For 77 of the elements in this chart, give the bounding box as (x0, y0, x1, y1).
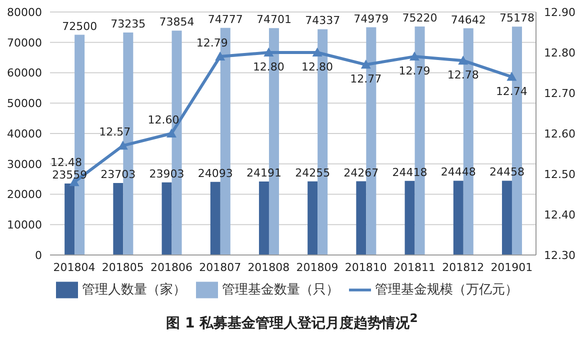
data-label: 24093 (198, 166, 233, 180)
y-tick-label: 80000 (7, 6, 42, 19)
x-tick-label: 201804 (53, 260, 96, 274)
legend-label: 管理人数量（家） (82, 282, 186, 298)
y-tick-label: 20000 (7, 188, 42, 202)
point (166, 128, 176, 138)
bar (210, 182, 220, 255)
bar (404, 180, 415, 255)
y-tick-label: 60000 (7, 66, 42, 80)
y2-tick-label: 12.30 (544, 248, 576, 262)
bar (64, 183, 75, 255)
y-tick-label: 70000 (7, 36, 42, 50)
point (312, 48, 322, 56)
bar (258, 182, 269, 255)
data-label: 74642 (450, 13, 486, 26)
x-tick-label: 201806 (150, 260, 192, 274)
data-label: 12.79 (196, 36, 228, 50)
point (410, 52, 420, 61)
bar (453, 180, 464, 255)
x-tick-label: 201812 (442, 260, 484, 274)
data-label: 24267 (344, 166, 379, 180)
y-tick-label: 10000 (7, 218, 42, 232)
x-tick-label: 201805 (102, 260, 144, 274)
data-label: 73235 (110, 18, 146, 31)
data-label: 12.48 (50, 156, 82, 170)
x-tick-label: 201807 (199, 260, 242, 274)
data-label: 74979 (354, 12, 389, 26)
y2-tick-label: 12.60 (544, 127, 576, 140)
data-label: 12.77 (350, 72, 382, 86)
bar (502, 180, 512, 255)
legend-label: 管理基金规模（万亿元） (375, 282, 518, 298)
bar (113, 183, 124, 255)
data-label: 74777 (208, 12, 243, 26)
data-label: 24191 (246, 166, 282, 180)
bar (308, 181, 318, 255)
data-label: 23903 (149, 167, 184, 180)
data-label: 12.80 (302, 60, 334, 74)
legend-label: 管理基金数量（只） (222, 282, 339, 298)
x-tick-label: 201810 (344, 260, 387, 274)
point (458, 56, 468, 65)
point (506, 72, 517, 81)
data-label: 24458 (489, 166, 524, 179)
data-label: 12.79 (398, 64, 430, 78)
bar (162, 182, 172, 255)
y-tick-label: 0 (35, 248, 42, 262)
data-label: 12.78 (447, 68, 479, 82)
data-label: 74701 (256, 13, 292, 26)
y-tick-label: 40000 (7, 127, 42, 140)
y2-tick-label: 12.80 (544, 46, 576, 60)
data-label: 75178 (499, 12, 534, 25)
data-label: 24448 (440, 166, 476, 179)
bar (356, 181, 366, 255)
text: 图 1 私募基金管理人登记月度趋势情况$^{2}$ (165, 311, 419, 333)
data-label: 74337 (305, 14, 340, 28)
y2-tick-label: 12.90 (544, 6, 576, 19)
data-label: 75220 (402, 12, 438, 25)
data-label: 73854 (159, 16, 194, 29)
data-label: 72500 (62, 20, 98, 33)
point (215, 52, 226, 61)
y-tick-label: 50000 (7, 97, 42, 110)
y2-tick-label: 12.40 (544, 208, 576, 222)
data-label: 24418 (392, 166, 428, 179)
data-label: 23703 (100, 168, 136, 181)
data-label: 12.74 (496, 84, 528, 98)
x-tick-label: 201808 (248, 260, 290, 274)
y2-tick-label: 12.70 (544, 86, 576, 100)
data-label: 12.57 (99, 126, 131, 139)
y2-tick-label: 12.50 (544, 168, 576, 181)
data-label: 12.80 (252, 60, 284, 74)
x-tick-label: 201809 (296, 260, 338, 274)
x-tick-label: 201811 (394, 260, 436, 274)
x-tick-label: 201901 (490, 260, 533, 274)
point (264, 48, 274, 56)
data-label: 12.60 (148, 114, 180, 126)
y-tick-label: 30000 (7, 158, 42, 171)
point (360, 60, 371, 69)
data-label: 24255 (295, 166, 330, 180)
